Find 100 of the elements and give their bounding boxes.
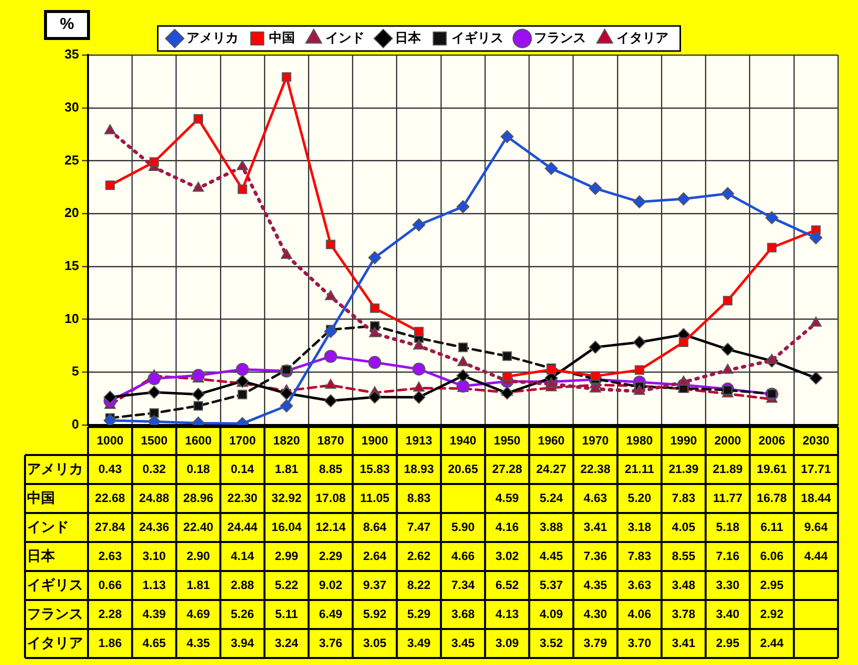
- point: [368, 356, 382, 369]
- x-tick-label: 1990: [670, 434, 698, 448]
- data-label: 3.76: [318, 636, 343, 650]
- data-label: 16.78: [756, 490, 788, 505]
- point: [678, 376, 690, 386]
- data-label: 9.64: [804, 520, 828, 534]
- x-tick-label: 1500: [140, 434, 168, 448]
- data-label: 4.66: [451, 548, 475, 563]
- data-label: 24.36: [139, 520, 170, 534]
- point: [369, 327, 380, 338]
- point: [722, 296, 732, 306]
- text: 日本: [27, 547, 55, 564]
- point: [634, 384, 646, 395]
- data-label: 22.68: [95, 490, 126, 505]
- data-label: 18.44: [800, 490, 832, 505]
- data-label: 5.24: [540, 490, 564, 505]
- data-label: 3.78: [672, 606, 696, 621]
- point: [324, 290, 336, 300]
- point: [810, 316, 822, 327]
- y-tick-label: 0: [72, 416, 79, 432]
- data-label: 22.40: [183, 520, 214, 534]
- point: [194, 401, 204, 411]
- data-label: 24.88: [139, 490, 170, 505]
- data-label: 7.47: [407, 520, 431, 534]
- point: [502, 372, 512, 382]
- point: [809, 231, 822, 244]
- y-tick-label: 30: [64, 99, 79, 114]
- data-label: 5.20: [628, 490, 652, 505]
- data-label: 2.99: [274, 548, 299, 563]
- data-label: 3.45: [451, 636, 475, 650]
- x-tick-label: 1820: [273, 434, 300, 448]
- data-label: 2.63: [98, 548, 122, 563]
- data-label: 5.11: [275, 606, 298, 621]
- data-label: 11.05: [360, 490, 390, 505]
- data-label: 2.62: [407, 548, 431, 563]
- data-label: 12.14: [316, 520, 346, 534]
- data-label: 5.29: [407, 606, 431, 621]
- point: [368, 251, 382, 264]
- point: [324, 378, 336, 389]
- x-tick-label: 1970: [582, 434, 610, 448]
- point: [238, 390, 248, 400]
- data-label: 5.26: [230, 606, 254, 621]
- point: [412, 218, 426, 232]
- text: イタリア: [27, 634, 83, 650]
- y-tick-label: 25: [64, 152, 79, 168]
- y-axis-title: %: [44, 10, 90, 40]
- data-label: 3.41: [672, 636, 696, 650]
- point: [370, 303, 380, 313]
- x-tick-label: 1940: [450, 434, 477, 448]
- data-label: 0.14: [230, 462, 254, 476]
- point: [767, 242, 777, 252]
- data-label: 20.65: [448, 462, 478, 476]
- point: [413, 382, 425, 392]
- data-label: 18.93: [404, 462, 434, 476]
- data-label: 4.06: [628, 606, 652, 621]
- x-tick-label: 1960: [538, 434, 565, 448]
- data-label: 3.40: [716, 606, 740, 621]
- y-tick-label: 15: [64, 258, 79, 274]
- point: [148, 386, 161, 399]
- point: [456, 200, 470, 214]
- x-tick-label: 2030: [802, 434, 830, 448]
- point: [326, 240, 336, 250]
- data-label: 5.92: [363, 606, 387, 621]
- data-label: 3.48: [672, 578, 696, 592]
- data-label: 5.90: [451, 520, 475, 534]
- data-label: 8.83: [407, 490, 431, 505]
- data-label: 2.64: [363, 548, 387, 563]
- data-label: 6.49: [318, 606, 343, 621]
- data-label: 21.11: [624, 462, 654, 476]
- data-label: 17.71: [800, 462, 832, 476]
- data-label: 22.30: [227, 490, 258, 505]
- data-label: 2.90: [186, 548, 210, 563]
- point: [590, 371, 600, 381]
- data-label: 4.69: [186, 606, 210, 621]
- data-label: 3.18: [628, 520, 652, 534]
- data-label: 2.29: [318, 548, 343, 563]
- point: [634, 365, 644, 375]
- data-label: 4.09: [540, 606, 564, 621]
- data-label: 6.06: [760, 548, 784, 563]
- legend-label: フランス: [534, 30, 586, 46]
- legend-label: インド: [325, 30, 364, 46]
- data-label: 2.28: [98, 606, 122, 621]
- point: [588, 182, 602, 195]
- data-label: 32.92: [272, 490, 302, 505]
- data-label: 3.49: [407, 636, 431, 650]
- data-label: 19.61: [756, 462, 788, 476]
- point: [149, 157, 159, 167]
- point: [632, 195, 646, 208]
- x-tick-label: 1950: [494, 434, 521, 448]
- data-label: 6.11: [760, 520, 784, 534]
- point: [458, 342, 468, 352]
- data-label: 11.77: [713, 490, 743, 505]
- data-label: 2.95: [716, 636, 740, 650]
- data-label: 7.16: [716, 548, 740, 563]
- data-label: 4.65: [142, 636, 166, 650]
- point: [192, 182, 204, 192]
- point: [148, 372, 161, 386]
- y-tick-label: 35: [64, 46, 79, 62]
- x-tick-label: 1900: [361, 434, 388, 448]
- data-label: 3.63: [628, 578, 652, 592]
